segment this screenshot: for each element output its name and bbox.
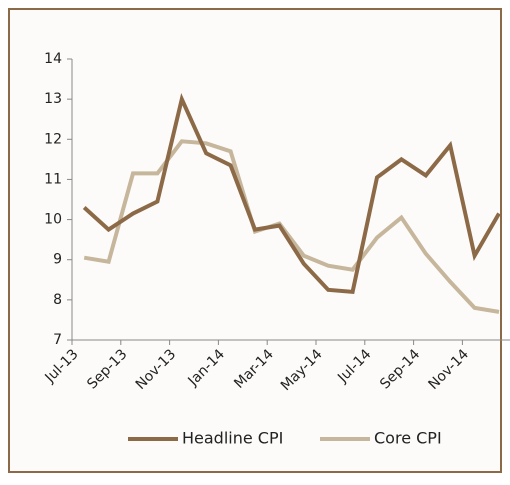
y-tick-label: 10 [44, 212, 62, 228]
frame [8, 8, 502, 473]
y-tick-label: 14 [44, 51, 62, 67]
legend-label: Headline CPI [182, 429, 283, 448]
y-tick-label: 7 [53, 332, 62, 348]
series-line [82, 92, 501, 294]
y-tick-label: 12 [44, 131, 62, 147]
legend-label: Core CPI [374, 429, 442, 448]
y-tick-label: 8 [53, 292, 62, 308]
y-tick-label: 11 [44, 171, 62, 187]
series-line [83, 139, 500, 314]
y-tick-label: 13 [44, 91, 62, 107]
y-tick-label: 9 [53, 252, 62, 268]
